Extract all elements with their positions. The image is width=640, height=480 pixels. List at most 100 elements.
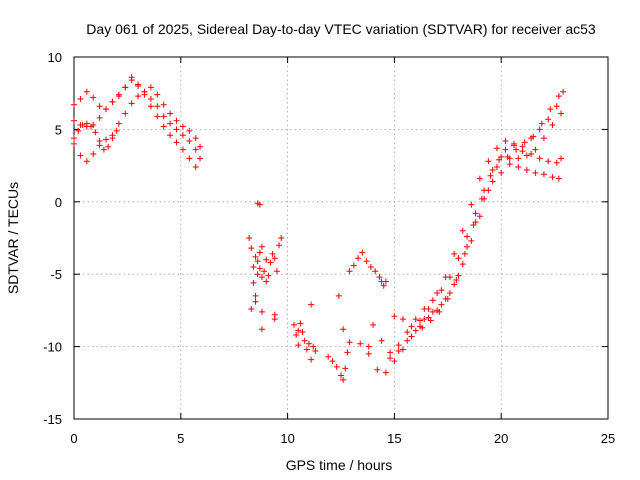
data-point (115, 120, 122, 127)
data-point (325, 353, 332, 360)
data-point (83, 120, 90, 127)
data-point (549, 122, 556, 129)
x-tick-label: 0 (70, 431, 77, 446)
data-point (391, 358, 398, 365)
data-point (342, 365, 349, 372)
data-point (502, 137, 509, 144)
data-point (90, 151, 97, 158)
data-point (451, 281, 458, 288)
data-point (547, 106, 554, 113)
y-tick-label: 5 (55, 122, 62, 137)
data-point (340, 376, 347, 383)
data-point (303, 346, 310, 353)
chart-title: Day 061 of 2025, Sidereal Day-to-day VTE… (86, 21, 596, 37)
data-point (291, 321, 298, 328)
y-tick-label: -10 (43, 340, 62, 355)
data-point (506, 161, 513, 168)
x-tick-label: 5 (177, 431, 184, 446)
data-point (493, 164, 500, 171)
data-point (387, 349, 394, 356)
axis-ticks (73, 56, 609, 420)
data-point (434, 290, 441, 297)
data-point (297, 320, 304, 327)
data-point (523, 166, 530, 173)
data-point (96, 137, 103, 144)
data-point (468, 237, 475, 244)
data-point (197, 155, 204, 162)
data-point (408, 333, 415, 340)
data-point (382, 369, 389, 376)
data-point (254, 271, 261, 278)
y-tick-label: -5 (50, 267, 62, 282)
data-point (429, 297, 436, 304)
data-point (179, 132, 186, 139)
data-point (417, 317, 424, 324)
data-point (365, 343, 372, 350)
data-point (536, 155, 543, 162)
y-tick-label: 10 (48, 50, 62, 65)
data-point (254, 258, 261, 265)
data-point (357, 340, 364, 347)
data-point (468, 201, 475, 208)
data-point (461, 250, 468, 257)
data-point (71, 101, 77, 108)
data-point (115, 91, 122, 98)
data-point (271, 255, 278, 262)
data-point (252, 298, 259, 305)
data-point (478, 195, 485, 202)
data-point (250, 263, 257, 270)
data-point (453, 276, 460, 283)
data-point (438, 301, 445, 308)
data-point (88, 123, 95, 130)
data-point (154, 113, 161, 120)
data-point (540, 171, 547, 178)
data-point (276, 242, 283, 249)
data-point (515, 155, 522, 162)
data-point (444, 295, 451, 302)
data-point (412, 327, 419, 334)
data-point (346, 339, 353, 346)
data-point (376, 274, 383, 281)
data-point (355, 255, 362, 262)
data-point (77, 152, 84, 159)
data-point (295, 327, 302, 334)
data-point (267, 259, 274, 266)
data-point (350, 262, 357, 269)
data-point (553, 103, 560, 110)
data-point (346, 268, 353, 275)
data-point (90, 94, 97, 101)
data-point (122, 84, 129, 91)
data-point (83, 158, 90, 165)
data-point (335, 292, 342, 299)
data-point (427, 317, 434, 324)
data-point (96, 103, 103, 110)
data-point (476, 175, 483, 182)
series-rise-e (419, 93, 562, 331)
data-point (476, 213, 483, 220)
data-point (404, 329, 411, 336)
data-point (558, 110, 565, 117)
data-point (75, 127, 82, 134)
data-point (515, 164, 522, 171)
data-point (391, 313, 398, 320)
data-point (252, 292, 259, 299)
x-tick-labels: 0 5 10 15 20 25 (70, 431, 615, 446)
data-point (273, 268, 280, 275)
data-point (173, 117, 180, 124)
data-point (105, 143, 112, 150)
data-point (459, 261, 466, 268)
data-point (141, 88, 148, 95)
data-point (412, 316, 419, 323)
data-point (436, 308, 443, 315)
data-point (489, 166, 496, 173)
data-point (481, 187, 488, 194)
data-point (555, 93, 562, 100)
data-point (186, 155, 193, 162)
data-point (344, 349, 351, 356)
data-point (446, 290, 453, 297)
data-point (263, 278, 270, 285)
data-point (367, 263, 374, 270)
data-point (387, 355, 394, 362)
data-point (404, 337, 411, 344)
